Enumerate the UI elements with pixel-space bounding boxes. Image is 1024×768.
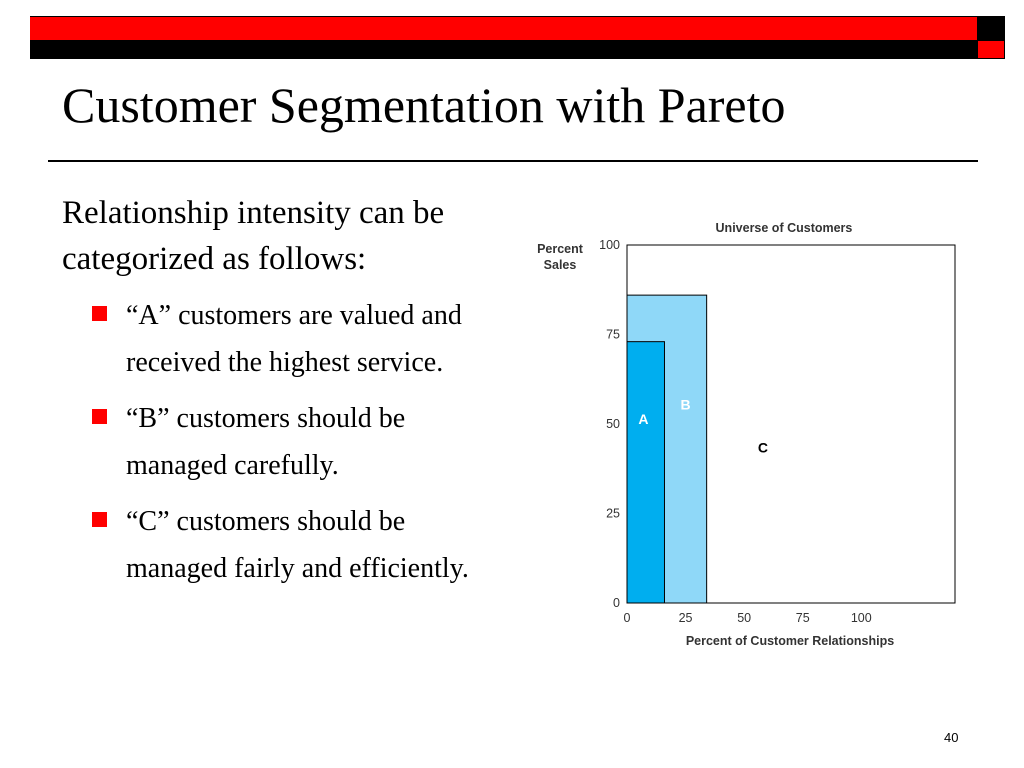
x-axis-label: Percent of Customer Relationships <box>686 634 894 648</box>
square-bullet-icon <box>92 409 107 424</box>
page-number: 40 <box>944 730 959 745</box>
banner-red-square <box>977 40 1005 59</box>
segment-b-label: B <box>681 397 691 413</box>
bullet-list: “A” customers are valued and received th… <box>90 292 490 601</box>
bullet-text-c: “C” customers should be managed fairly a… <box>126 506 469 584</box>
slide-title: Customer Segmentation with Pareto <box>62 77 786 133</box>
segment-a-rect <box>626 341 665 604</box>
y-tick-label-25: 25 <box>606 507 620 521</box>
x-tick-label-100: 100 <box>851 611 872 625</box>
bullet-text-b: “B” customers should be managed carefull… <box>126 403 406 481</box>
title-banner <box>30 16 1005 59</box>
x-tick-label-0: 0 <box>624 611 631 625</box>
y-tick-label-0: 0 <box>613 596 620 610</box>
x-tick-label-50: 50 <box>737 611 751 625</box>
banner-black-square <box>977 16 1005 40</box>
bullet-item-b: “B” customers should be managed carefull… <box>90 395 490 489</box>
banner-black-bar <box>30 40 977 59</box>
y-axis-label-line-1: Percent <box>537 242 584 256</box>
y-tick-label-50: 50 <box>606 417 620 431</box>
y-tick-label-75: 75 <box>606 328 620 342</box>
x-tick-label-25: 25 <box>679 611 693 625</box>
chart-title: Universe of Customers <box>716 221 853 235</box>
pareto-chart: C B A Universe of Customers Percent Sales Perc… <box>537 221 956 648</box>
x-tick-label-75: 75 <box>796 611 810 625</box>
square-bullet-icon <box>92 306 107 321</box>
banner-red-bar <box>30 16 977 40</box>
square-bullet-icon <box>92 512 107 527</box>
segment-c-label: C <box>758 440 768 456</box>
segment-a-label: A <box>638 411 648 427</box>
intro-text: Relationship intensity can be categorize… <box>62 195 445 277</box>
bullet-item-c: “C” customers should be managed fairly a… <box>90 498 490 592</box>
bullet-text-a: “A” customers are valued and received th… <box>126 300 462 378</box>
bullet-item-a: “A” customers are valued and received th… <box>90 292 490 386</box>
y-axis-label-line-2: Sales <box>544 258 577 272</box>
y-tick-label-100: 100 <box>599 238 620 252</box>
title-divider <box>48 160 978 162</box>
